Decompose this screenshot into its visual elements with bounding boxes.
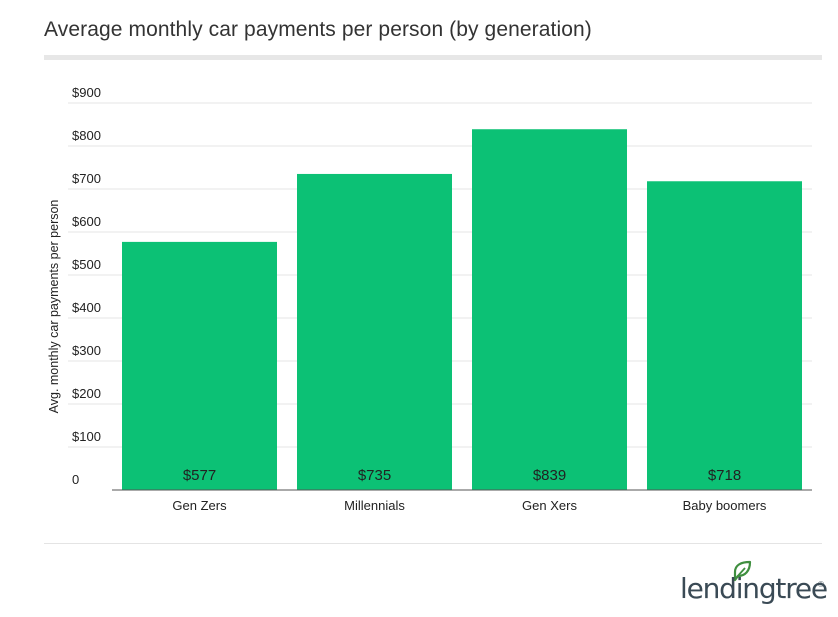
x-tick-label: Gen Zers: [172, 498, 227, 513]
x-tick-label: Baby boomers: [683, 498, 767, 513]
bar: [472, 129, 627, 491]
bar-value-label: $577: [183, 467, 216, 484]
bar-chart: 0 $100 $200 $300 $400 $500 $600 $700 $800 $900 $57…: [47, 85, 812, 513]
bar-value-label: $839: [533, 467, 566, 484]
x-tick-label: Millennials: [344, 498, 405, 513]
logo-wordmark: lendingtree: [680, 572, 828, 605]
y-tick-label: $100: [72, 429, 101, 444]
y-tick-label: $200: [72, 386, 101, 401]
y-axis-title: Avg. monthly car payments per person: [47, 200, 61, 414]
y-tick-label: 0: [72, 472, 79, 487]
y-tick-label: $700: [72, 171, 101, 186]
y-tick-label: $300: [72, 343, 101, 358]
bar: [122, 241, 277, 490]
y-tick-label: $900: [72, 85, 101, 100]
chart-title: Average monthly car payments per person …: [44, 18, 592, 41]
y-tick-label: $500: [72, 257, 101, 272]
bar-value-label: $718: [708, 467, 741, 484]
leaf-icon: [733, 560, 752, 582]
bar: [647, 181, 802, 490]
footer-divider: [44, 543, 822, 544]
x-tick-label: Gen Xers: [522, 498, 577, 513]
y-tick-label: $600: [72, 214, 101, 229]
logo-registered-mark: ®: [818, 580, 824, 589]
y-tick-label: $800: [72, 128, 101, 143]
title-divider: [44, 55, 822, 60]
y-tick-label: $400: [72, 300, 101, 315]
bar: [297, 173, 452, 490]
lendingtree-logo: lendingtree ®: [680, 560, 828, 608]
bar-value-label: $735: [358, 467, 391, 484]
